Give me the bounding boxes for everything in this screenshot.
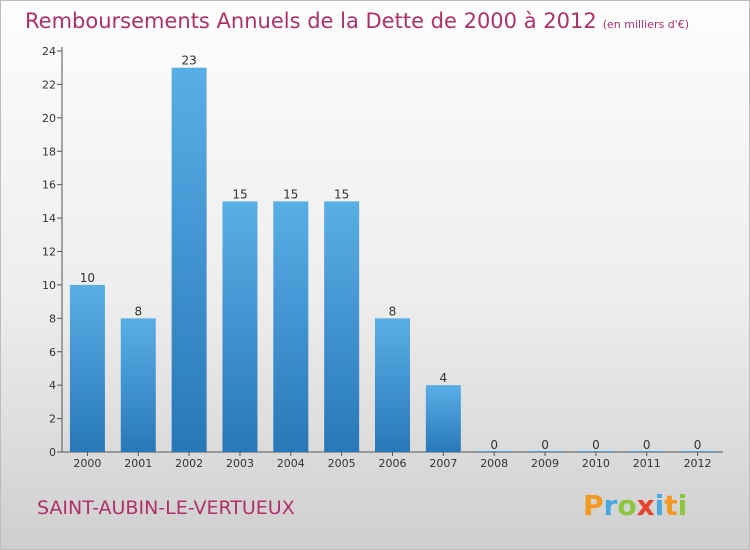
proxiti-logo[interactable]: Proxiti bbox=[583, 489, 687, 522]
x-tick-label: 2000 bbox=[73, 457, 101, 470]
x-tick-label: 2007 bbox=[429, 457, 457, 470]
data-label: 0 bbox=[541, 438, 549, 452]
y-tick-label: 10 bbox=[42, 279, 56, 292]
data-label: 0 bbox=[694, 438, 702, 452]
bar bbox=[324, 201, 360, 452]
y-tick-label: 18 bbox=[42, 145, 56, 158]
y-tick-label: 12 bbox=[42, 246, 56, 259]
logo-letter: t bbox=[664, 489, 678, 522]
data-label: 15 bbox=[283, 187, 298, 201]
y-tick-label: 4 bbox=[49, 379, 56, 392]
y-tick-label: 16 bbox=[42, 179, 56, 192]
bar bbox=[222, 201, 258, 452]
chart-title-text: Remboursements Annuels de la Dette de 20… bbox=[25, 9, 597, 33]
x-tick-label: 2005 bbox=[328, 457, 356, 470]
x-tick-label: 2010 bbox=[582, 457, 610, 470]
x-tick-label: 2004 bbox=[277, 457, 305, 470]
data-label: 0 bbox=[643, 438, 651, 452]
x-tick-label: 2008 bbox=[480, 457, 508, 470]
bar bbox=[680, 451, 716, 452]
data-label: 15 bbox=[334, 187, 349, 201]
data-label: 0 bbox=[490, 438, 498, 452]
logo-letter: r bbox=[603, 489, 618, 522]
logo-letter: x bbox=[636, 489, 655, 522]
bars bbox=[69, 67, 716, 452]
x-tick-label: 2002 bbox=[175, 457, 203, 470]
bar bbox=[476, 451, 512, 452]
commune-name: SAINT-AUBIN-LE-VERTUEUX bbox=[37, 497, 295, 519]
y-tick-label: 6 bbox=[49, 346, 56, 359]
y-tick-label: 0 bbox=[49, 446, 56, 459]
y-tick-label: 14 bbox=[42, 212, 56, 225]
bar bbox=[69, 284, 105, 452]
bar bbox=[273, 201, 309, 452]
bar bbox=[171, 67, 207, 452]
x-tick-label: 2012 bbox=[684, 457, 712, 470]
logo-letter: i bbox=[677, 489, 688, 522]
bar bbox=[578, 451, 614, 452]
data-label: 4 bbox=[440, 371, 448, 385]
x-tick-label: 2001 bbox=[124, 457, 152, 470]
bar bbox=[375, 318, 410, 452]
x-tick-label: 2009 bbox=[531, 457, 559, 470]
x-tick-label: 2006 bbox=[379, 457, 407, 470]
y-tick-label: 2 bbox=[49, 413, 56, 426]
bar bbox=[527, 451, 563, 452]
y-tick-label: 22 bbox=[42, 78, 56, 91]
data-label: 0 bbox=[592, 438, 600, 452]
logo-letter: o bbox=[617, 489, 637, 522]
logo-letter: P bbox=[583, 489, 604, 522]
data-label: 8 bbox=[134, 304, 142, 318]
data-label: 23 bbox=[181, 54, 196, 68]
x-axis: 2000 2001 2002 2003 2004 2005 2006 2007 2008 2009… bbox=[62, 451, 723, 470]
bar bbox=[629, 451, 665, 452]
x-tick-label: 2011 bbox=[633, 457, 661, 470]
y-tick-label: 20 bbox=[42, 112, 56, 125]
y-tick-label: 24 bbox=[42, 45, 56, 58]
y-tick-label: 8 bbox=[49, 312, 56, 325]
bar bbox=[425, 385, 461, 452]
data-labels: 10 8 23 15 15 15 8 4 0 0 0 0 0 bbox=[80, 54, 702, 452]
data-label: 8 bbox=[389, 304, 397, 318]
bar bbox=[120, 318, 156, 452]
x-tick-label: 2003 bbox=[226, 457, 254, 470]
data-label: 10 bbox=[80, 271, 95, 285]
logo-letter: i bbox=[654, 489, 665, 522]
chart-title: Remboursements Annuels de la Dette de 20… bbox=[25, 9, 689, 33]
chart-unit-note: (en milliers d'€) bbox=[602, 18, 689, 31]
data-label: 15 bbox=[232, 187, 247, 201]
